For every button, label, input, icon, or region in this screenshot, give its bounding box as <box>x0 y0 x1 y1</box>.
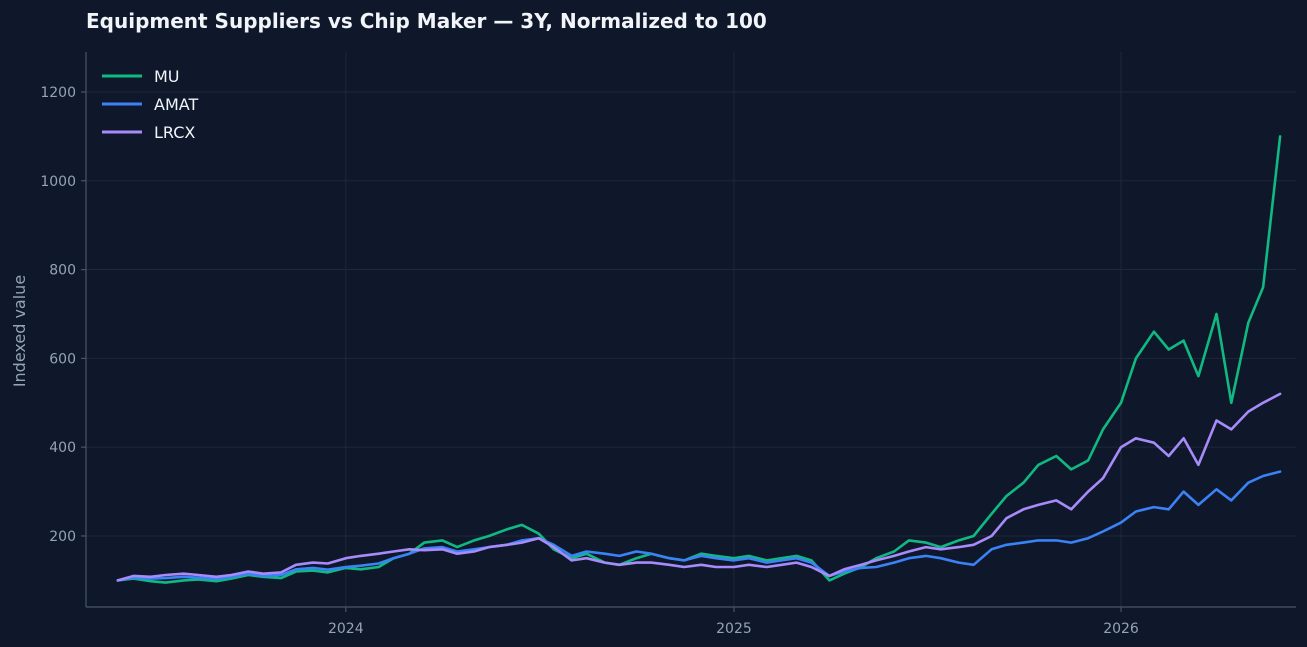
axes <box>85 52 1296 608</box>
legend-label: AMAT <box>154 95 198 114</box>
legend-item-mu[interactable]: MU <box>102 67 180 86</box>
legend[interactable]: MU AMAT LRCX <box>102 67 198 142</box>
legend-item-lrcx[interactable]: LRCX <box>102 123 195 142</box>
y-tick-label: 800 <box>49 263 76 279</box>
y-tick-label: 600 <box>49 351 76 367</box>
x-tick-label: 2024 <box>328 621 364 637</box>
y-tick-label: 400 <box>49 440 76 456</box>
series-line-lrcx <box>116 392 1282 582</box>
legend-label: MU <box>154 67 180 86</box>
x-tick-label: 2026 <box>1103 621 1139 637</box>
legend-label: LRCX <box>154 123 195 142</box>
series-line-amat <box>116 470 1282 582</box>
legend-item-amat[interactable]: AMAT <box>102 95 198 114</box>
y-tick-label: 1000 <box>40 174 76 190</box>
y-axis-label: Indexed value <box>10 275 29 387</box>
y-tick-label: 200 <box>49 529 76 545</box>
series-lines <box>116 135 1282 584</box>
chart-title: Equipment Suppliers vs Chip Maker — 3Y, … <box>86 9 767 33</box>
x-tick-label: 2025 <box>716 621 752 637</box>
y-tick-label: 1200 <box>40 85 76 101</box>
y-tick-labels: 200 400 600 800 1000 1200 <box>40 85 86 545</box>
grid <box>86 52 1296 607</box>
series-line-mu <box>116 135 1282 584</box>
x-tick-labels: 2024 2025 2026 <box>328 607 1139 637</box>
